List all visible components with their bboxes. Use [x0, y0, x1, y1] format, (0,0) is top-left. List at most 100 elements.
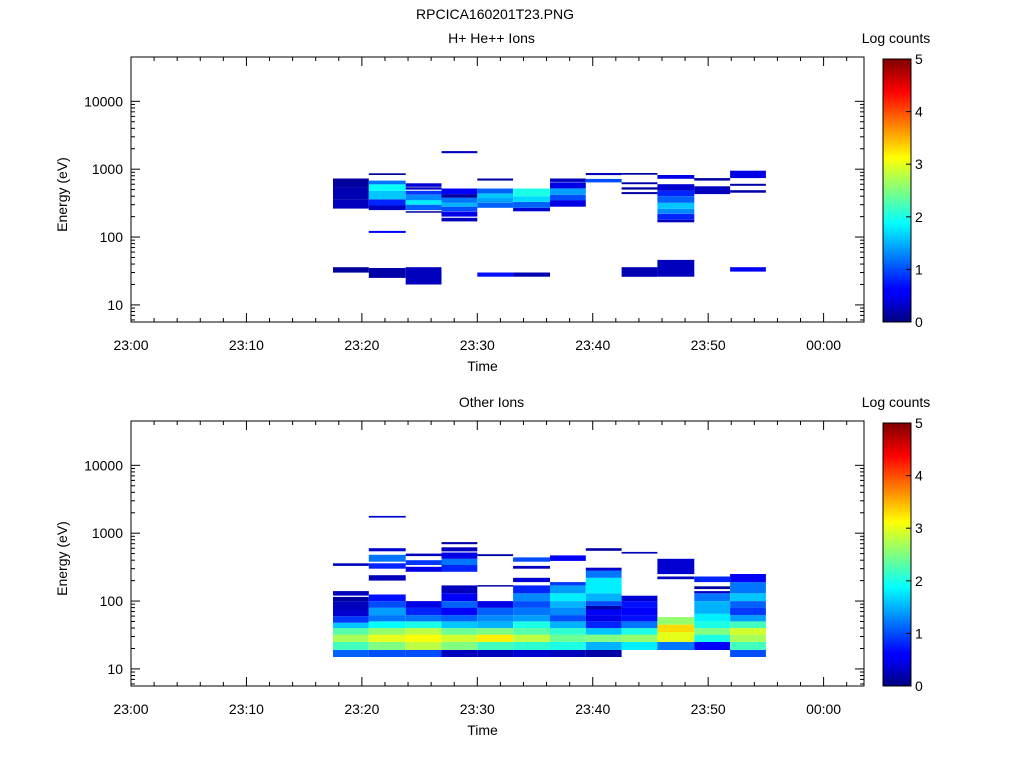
heatmap-cell: [441, 542, 478, 545]
heatmap-cell: [513, 615, 550, 622]
heatmap-cell: [585, 570, 622, 578]
heatmap-cell: [550, 194, 586, 201]
heatmap-cell: [513, 188, 550, 197]
colorbar: [882, 58, 912, 323]
heatmap-cell: [405, 601, 442, 608]
y-tick-label: 10: [107, 661, 123, 677]
heatmap-cell: [585, 593, 622, 601]
heatmap-cell: [694, 586, 731, 590]
heatmap-cell: [368, 615, 406, 622]
x-tick-label: 23:00: [113, 701, 148, 717]
heatmap-cell: [405, 607, 442, 616]
heatmap-cell: [730, 601, 766, 608]
heatmap-cell: [441, 194, 478, 198]
heatmap-cell: [730, 615, 766, 622]
x-axis-label: Time: [467, 722, 498, 738]
heatmap-cell: [441, 188, 478, 195]
colorbar-tick-label: 2: [915, 573, 923, 589]
heatmap-cell: [368, 190, 406, 200]
heatmap-cell: [368, 180, 406, 185]
y-tick-label: 1000: [92, 161, 123, 177]
heatmap-cell: [621, 621, 658, 629]
heatmap-cell: [333, 622, 369, 629]
heatmap-cell: [441, 552, 478, 559]
heatmap-cell: [694, 621, 731, 629]
heatmap-cell: [585, 173, 622, 176]
heatmap-cell: [513, 634, 550, 642]
heatmap-cell: [550, 555, 586, 561]
heatmap-cell: [368, 548, 406, 552]
heatmap-cell: [513, 601, 550, 608]
heatmap-cell: [513, 272, 550, 277]
x-tick-label: 23:30: [460, 337, 495, 353]
heatmap-cell: [730, 621, 766, 629]
heatmap-cell: [694, 178, 731, 181]
colorbar-tick-label: 5: [915, 51, 923, 67]
heatmap-cell: [513, 593, 550, 601]
heatmap-cell: [368, 230, 406, 233]
colorbar-tick-label: 4: [915, 104, 923, 120]
heatmap-cell: [368, 515, 406, 518]
heatmap-cell: [657, 624, 695, 632]
heatmap-cell: [368, 607, 406, 616]
heatmap-cell: [550, 621, 586, 629]
heatmap-cell: [730, 641, 766, 650]
heatmap-cell: [550, 601, 586, 608]
heatmap-cell: [585, 650, 622, 657]
heatmap-cell: [477, 615, 514, 622]
heatmap-cell: [621, 182, 658, 185]
colorbar-tick-label: 1: [915, 261, 923, 277]
panel-title: H+ He++ Ions: [448, 30, 535, 46]
heatmap-cell: [694, 641, 731, 650]
heatmap-cell: [657, 259, 695, 277]
x-tick-label: 23:20: [344, 701, 379, 717]
heatmap-cell: [730, 574, 766, 583]
heatmap-cell: [657, 617, 695, 625]
heatmap-cell: [621, 634, 658, 642]
heatmap-cell: [550, 650, 586, 657]
heatmap-cell: [368, 554, 406, 562]
colorbar-tick-label: 5: [915, 415, 923, 431]
heatmap-cell: [550, 615, 586, 622]
heatmap-cell: [405, 641, 442, 650]
heatmap-cell: [405, 553, 442, 557]
heatmap-cell: [550, 200, 586, 207]
heatmap-cell: [585, 567, 622, 571]
heatmap-cell: [477, 621, 514, 629]
colorbar-tick-label: 2: [915, 209, 923, 225]
heatmap-cell: [621, 615, 658, 622]
heatmap-cell: [368, 563, 406, 569]
heatmap-cell: [730, 183, 766, 186]
heatmap-cell: [585, 548, 622, 551]
heatmap-cell: [621, 607, 658, 616]
heatmap-cell: [694, 634, 731, 642]
heatmap-cell: [477, 188, 514, 194]
heatmap-cell: [441, 628, 478, 635]
heatmap-cell: [441, 607, 478, 616]
heatmap-cell: [657, 576, 695, 580]
heatmap-cell: [368, 601, 406, 608]
heatmap-cell: [513, 607, 550, 616]
heatmap-cell: [513, 628, 550, 635]
heatmap-cell: [585, 178, 622, 183]
heatmap-cell: [730, 190, 766, 193]
heatmap-cell: [585, 615, 622, 622]
heatmap-cell: [441, 206, 478, 212]
heatmap-cell: [368, 650, 406, 657]
heatmap-cell: [657, 184, 695, 191]
x-tick-label: 23:00: [113, 337, 148, 353]
heatmap-cell: [368, 184, 406, 191]
heatmap-cell: [477, 178, 514, 181]
colorbar: [882, 422, 912, 687]
heatmap-cell: [477, 634, 514, 642]
heatmap-cell: [694, 613, 731, 622]
heatmap-cell: [657, 213, 695, 220]
heatmap-cell: [333, 641, 369, 650]
heatmap-cell: [550, 607, 586, 616]
heatmap-cell: [405, 621, 442, 629]
heatmap-cell: [621, 192, 658, 195]
heatmap-cell: [405, 190, 442, 195]
heatmap-cell: [368, 173, 406, 175]
heatmap-cell: [585, 634, 622, 642]
heatmap-cell: [513, 557, 550, 562]
